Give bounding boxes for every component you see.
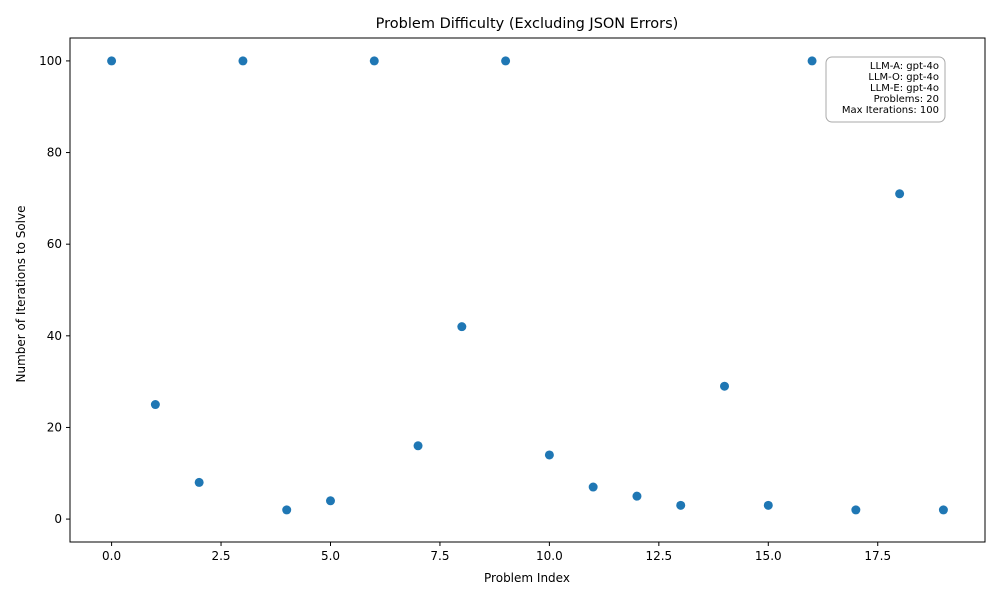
y-tick-label: 40 [47, 329, 62, 343]
x-tick-label: 0.0 [102, 549, 121, 563]
x-tick-label: 15.0 [755, 549, 782, 563]
y-tick-label: 0 [54, 512, 62, 526]
data-point [107, 56, 117, 66]
x-tick-label: 7.5 [430, 549, 449, 563]
x-tick-label: 2.5 [211, 549, 230, 563]
axis-ticks: 0.0 2.5 5.0 7.5 10.0 12.5 15.0 17.5 0 20 40 60 80 100 [39, 54, 891, 563]
x-tick-label: 12.5 [645, 549, 672, 563]
x-axis-label: Problem Index [484, 571, 570, 585]
info-line: LLM-E: gpt-4o [870, 83, 939, 94]
data-point [413, 441, 423, 451]
data-point [369, 56, 379, 66]
data-point [720, 381, 730, 391]
data-point [807, 56, 817, 66]
y-tick-label: 60 [47, 237, 62, 251]
data-point [895, 189, 905, 199]
data-point [851, 505, 861, 515]
info-line: LLM-A: gpt-4o [870, 61, 939, 72]
info-line: LLM-O: gpt-4o [868, 72, 939, 83]
data-point [325, 496, 335, 506]
data-point [938, 505, 948, 515]
x-tick-label: 10.0 [536, 549, 563, 563]
data-point [544, 450, 554, 460]
info-line: Problems: 20 [874, 94, 939, 105]
data-point [238, 56, 248, 66]
data-point [632, 491, 642, 501]
x-tick-label: 17.5 [864, 549, 891, 563]
data-point [150, 400, 160, 410]
info-box-frame [825, 56, 946, 123]
data-point [676, 500, 686, 510]
data-point [763, 500, 773, 510]
data-point [282, 505, 292, 515]
data-point [501, 56, 511, 66]
x-tick-label: 5.0 [321, 549, 340, 563]
data-point [457, 322, 467, 332]
y-tick-label: 20 [47, 420, 62, 434]
info-line: Max Iterations: 100 [842, 105, 939, 116]
data-point [588, 482, 598, 492]
data-point [194, 477, 204, 487]
y-axis-label: Number of Iterations to Solve [14, 205, 28, 382]
data-points [107, 56, 948, 515]
chart-title: Problem Difficulty (Excluding JSON Error… [376, 16, 679, 32]
y-tick-label: 100 [39, 54, 62, 68]
y-tick-label: 80 [47, 146, 62, 160]
